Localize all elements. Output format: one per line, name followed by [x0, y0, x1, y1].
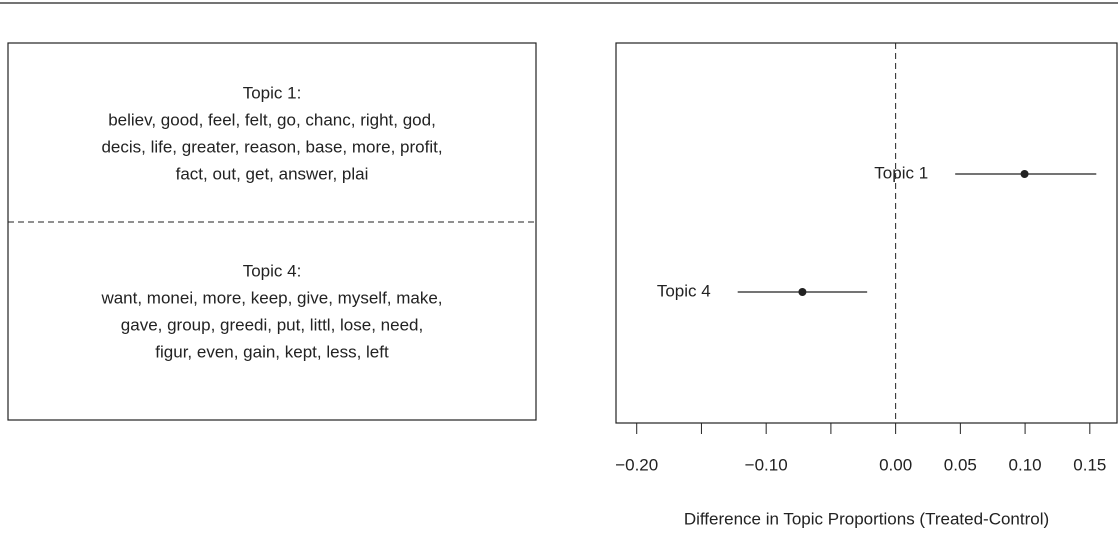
- topic-words: decis, life, greater, reason, base, more…: [101, 137, 442, 156]
- category-label: Topic 4: [657, 281, 711, 300]
- x-tick-label: 0.05: [944, 455, 977, 474]
- category-label: Topic 1: [874, 163, 928, 182]
- x-tick-label: 0.15: [1073, 455, 1106, 474]
- topic-title: Topic 1:: [243, 83, 302, 102]
- topic-words: want, monei, more, keep, give, myself, m…: [100, 288, 442, 307]
- topic-words: gave, group, greedi, put, littl, lose, n…: [121, 315, 423, 334]
- topic-box: [7, 42, 537, 421]
- x-tick-label: 0.10: [1009, 455, 1042, 474]
- topic-words: believ, good, feel, felt, go, chanc, rig…: [108, 110, 436, 129]
- point: [798, 288, 807, 296]
- point: [1020, 170, 1029, 178]
- x-tick-label: −0.20: [615, 455, 658, 474]
- x-tick-label: 0.00: [879, 455, 912, 474]
- topic-words: figur, even, gain, kept, less, left: [155, 342, 389, 361]
- x-axis-label: Difference in Topic Proportions (Treated…: [684, 509, 1049, 528]
- x-tick-label: −0.10: [745, 455, 788, 474]
- topic-words: fact, out, get, answer, plai: [176, 164, 369, 183]
- plot-frame: [615, 42, 1118, 424]
- topic-title: Topic 4:: [243, 261, 302, 280]
